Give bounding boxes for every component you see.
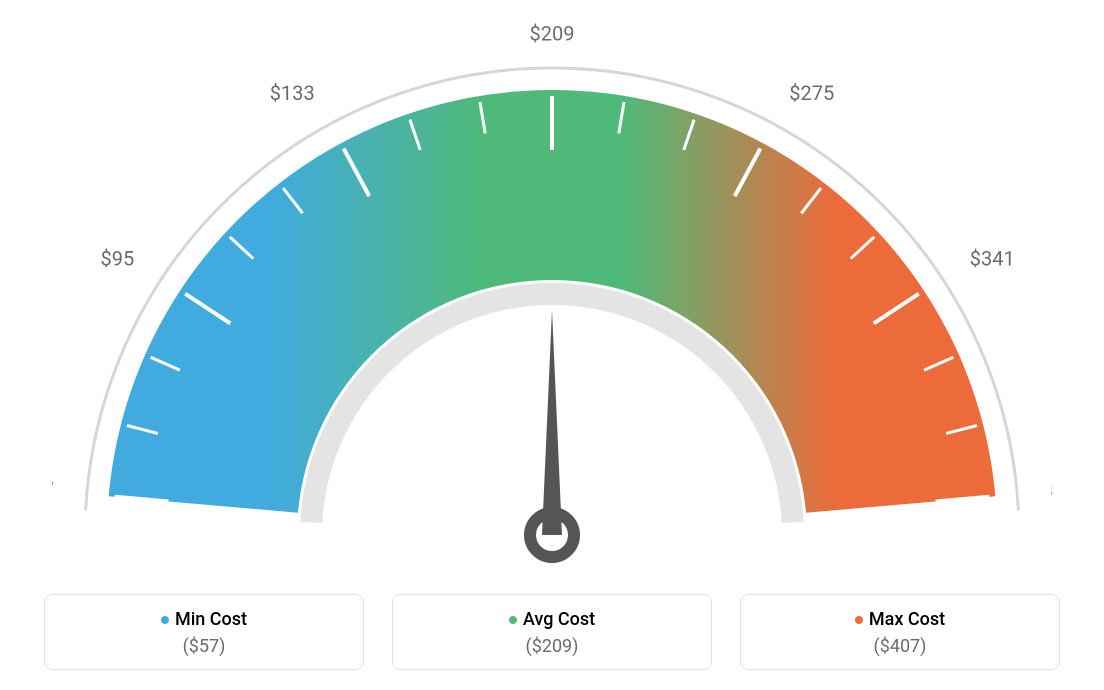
legend-dot-max [855,616,863,624]
gauge-tick-label: $133 [270,81,315,105]
legend-value-max: ($407) [741,636,1059,657]
legend-title-min: Min Cost [45,609,363,630]
legend-card-avg: Avg Cost ($209) [392,594,712,670]
gauge-tick-label: $407 [1050,478,1052,502]
legend-label-max: Max Cost [869,609,945,630]
legend-title-max: Max Cost [741,609,1059,630]
legend-label-min: Min Cost [175,609,247,630]
gauge-tick-label: $209 [530,21,575,45]
legend-dot-min [161,616,169,624]
gauge-tick-label: $275 [789,81,834,105]
legend-dot-avg [509,616,517,624]
legend-value-avg: ($209) [393,636,711,657]
legend-row: Min Cost ($57) Avg Cost ($209) Max Cost … [0,594,1104,670]
cost-gauge-chart: $57 $95 $133 $209 $275 $341 $407 [52,10,1052,570]
legend-value-min: ($57) [45,636,363,657]
gauge-tick-label: $341 [970,247,1015,271]
legend-card-min: Min Cost ($57) [44,594,364,670]
legend-card-max: Max Cost ($407) [740,594,1060,670]
legend-title-avg: Avg Cost [393,609,711,630]
gauge-tick-label: $57 [52,478,54,502]
gauge-tick-label: $95 [101,247,135,271]
legend-label-avg: Avg Cost [523,609,595,630]
